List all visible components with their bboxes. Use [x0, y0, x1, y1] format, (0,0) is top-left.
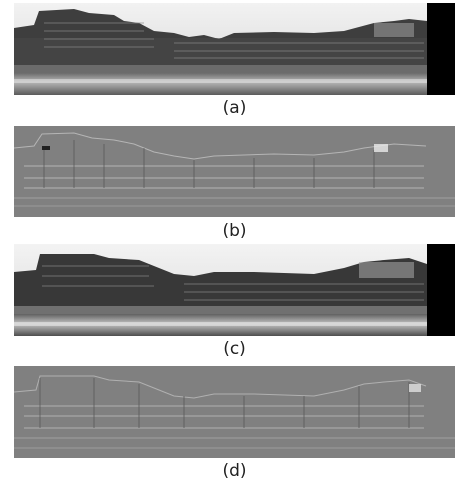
edge-map-b: [14, 126, 455, 217]
caption-b: (b): [222, 221, 247, 241]
caption-d: (d): [222, 461, 247, 481]
panorama-image-a: [14, 3, 455, 95]
caption-c: (c): [223, 339, 246, 359]
caption-a: (a): [222, 98, 247, 118]
edge-map-d: [14, 366, 455, 458]
panorama-image-c: [14, 244, 455, 336]
